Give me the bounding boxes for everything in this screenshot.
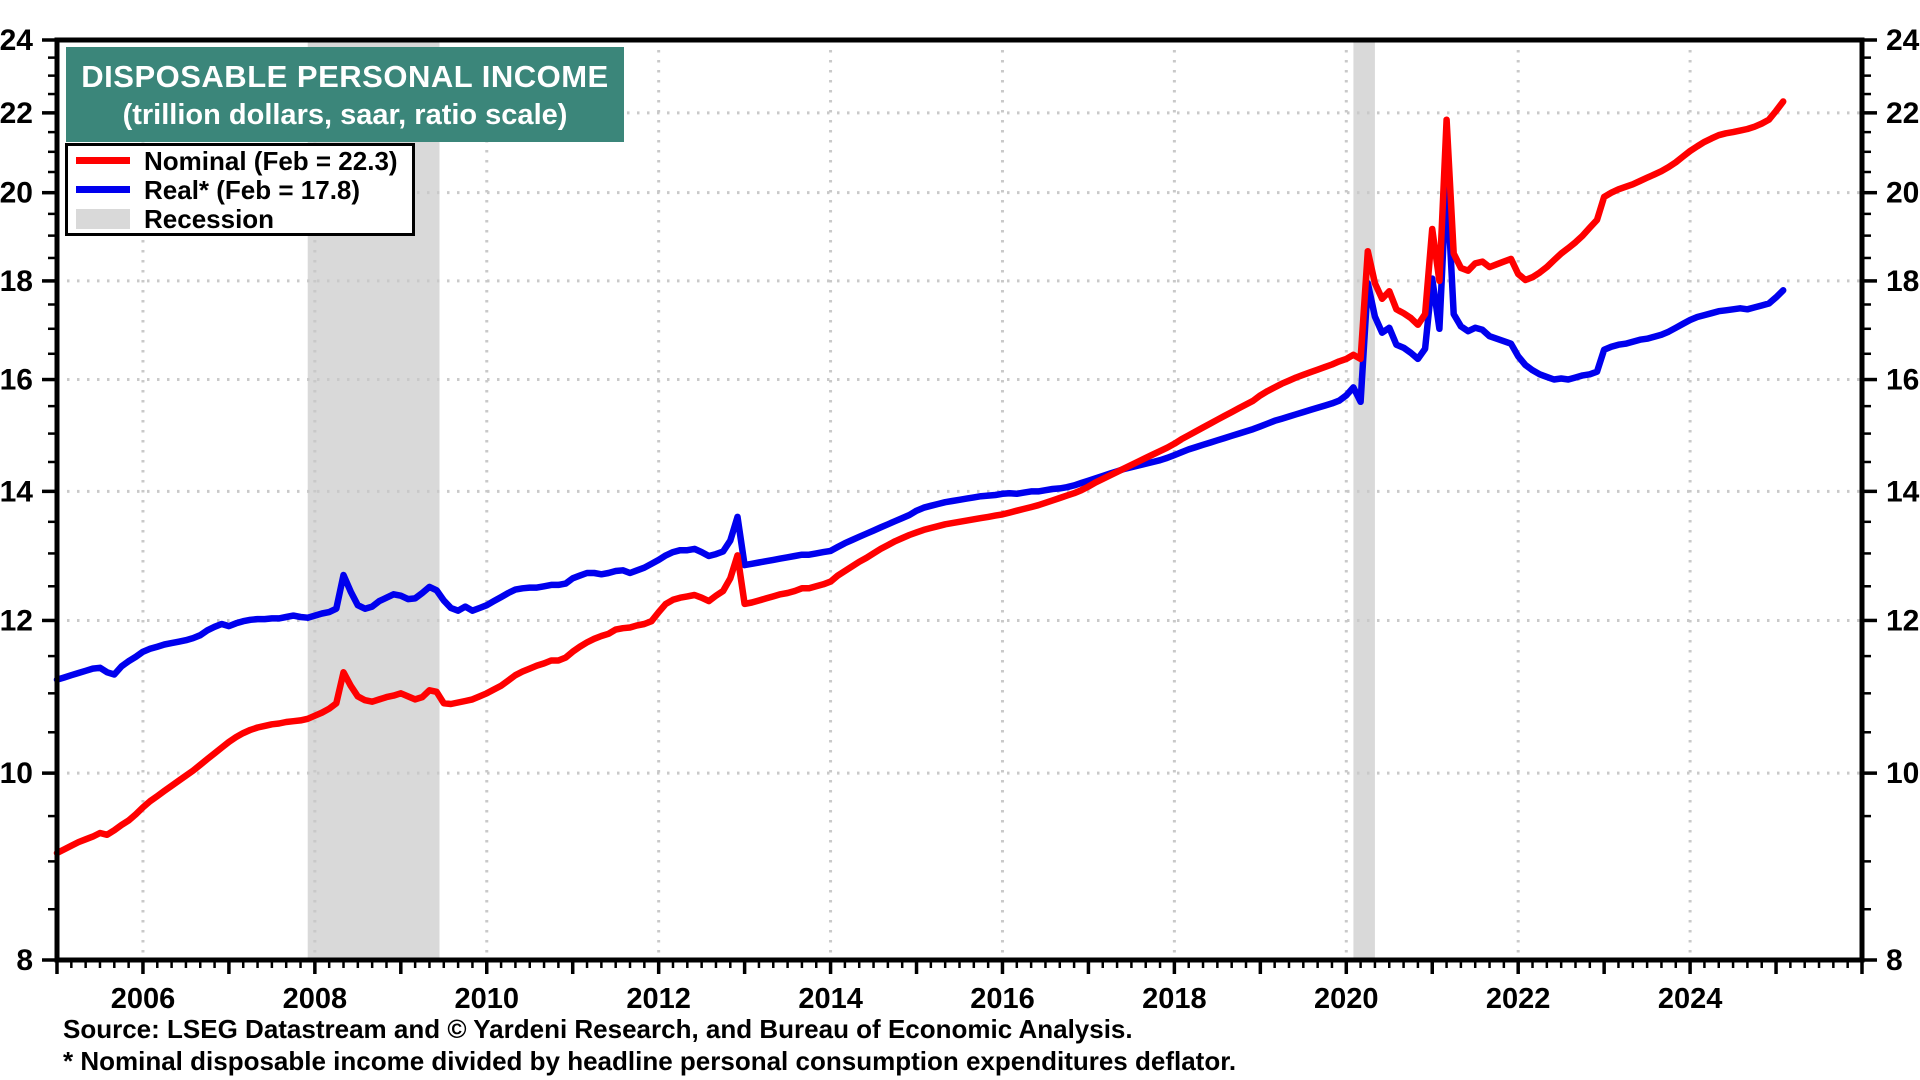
x-axis-label: 2020	[1314, 983, 1379, 1015]
y-axis-label-left: 18	[0, 265, 33, 298]
y-axis-label-right: 22	[1886, 97, 1919, 130]
y-axis-label-left: 20	[0, 177, 33, 210]
y-axis-label-left: 14	[0, 475, 33, 508]
y-axis-label-right: 20	[1886, 177, 1919, 210]
legend-item-nominal: Nominal (Feb = 22.3)	[68, 146, 412, 175]
legend-item-real: Real* (Feb = 17.8)	[68, 175, 412, 204]
y-axis-label-left: 22	[0, 97, 33, 130]
nominal-line-swatch	[76, 157, 130, 164]
recession-swatch	[76, 208, 130, 229]
y-axis-label-right: 8	[1886, 944, 1903, 977]
footnote-text: * Nominal disposable income divided by h…	[63, 1046, 1237, 1076]
x-axis-label: 2016	[970, 983, 1035, 1015]
legend-label-recession: Recession	[144, 203, 275, 234]
legend-label-nominal: Nominal (Feb = 22.3)	[144, 145, 398, 176]
recession-bands	[307, 40, 1375, 960]
y-axis-label-right: 12	[1886, 604, 1919, 637]
y-axis-label-right: 14	[1886, 475, 1920, 508]
y-axis-label-left: 12	[0, 604, 33, 637]
plot-frame	[54, 37, 1865, 963]
y-axis-label-right: 18	[1886, 265, 1919, 298]
y-axis-label-right: 24	[1886, 24, 1920, 57]
y-axis-label-left: 24	[0, 24, 33, 57]
source-text: Source: LSEG Datastream and © Yardeni Re…	[63, 1014, 1133, 1044]
legend-item-recession: Recession	[68, 204, 412, 233]
y-axis-label-left: 8	[16, 944, 33, 977]
x-axis-label: 2024	[1658, 983, 1723, 1015]
y-axis-label-right: 10	[1886, 757, 1919, 790]
x-axis-label: 2022	[1486, 983, 1551, 1015]
chart-subtitle: (trillion dollars, saar, ratio scale)	[122, 99, 568, 132]
x-axis-label: 2012	[626, 983, 691, 1015]
series	[53, 98, 1787, 857]
real-line	[53, 172, 1787, 683]
legend-label-real: Real* (Feb = 17.8)	[144, 174, 361, 205]
chart-title: DISPOSABLE PERSONAL INCOME	[81, 59, 609, 95]
x-axis-label: 2010	[455, 983, 520, 1015]
x-axis-label: 2018	[1142, 983, 1207, 1015]
x-axis-label: 2014	[798, 983, 863, 1015]
x-axis-label: 2006	[111, 983, 176, 1015]
y-axis-label-left: 10	[0, 757, 33, 790]
nominal-line	[53, 98, 1787, 857]
legend: Nominal (Feb = 22.3) Real* (Feb = 17.8) …	[65, 143, 415, 236]
chart-title-box: DISPOSABLE PERSONAL INCOME (trillion dol…	[66, 47, 624, 142]
recession-band	[1353, 40, 1375, 960]
y-axis-label-left: 16	[0, 364, 33, 397]
x-axis-label: 2008	[283, 983, 348, 1015]
real-line-swatch	[76, 186, 130, 193]
y-axis-label-right: 16	[1886, 364, 1919, 397]
